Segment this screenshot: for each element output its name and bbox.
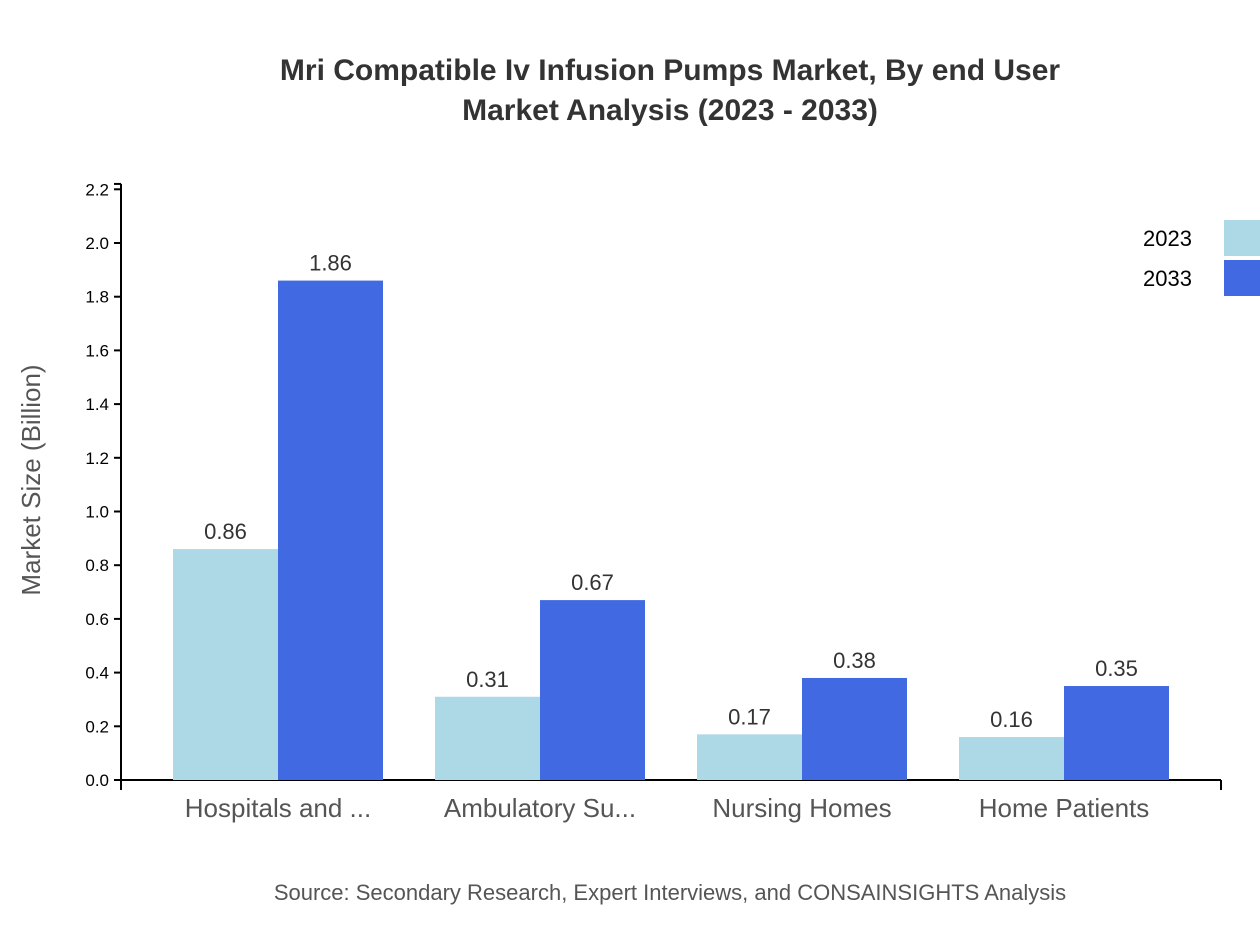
legend-label: 2033 xyxy=(1143,266,1192,291)
legend-swatch-2033 xyxy=(1224,260,1260,296)
y-axis-label: Market Size (Billion) xyxy=(16,364,46,595)
legend-swatch-2023 xyxy=(1224,220,1260,256)
data-label: 0.38 xyxy=(833,648,876,673)
bar-2033 xyxy=(802,677,907,780)
bar-2033 xyxy=(540,600,645,780)
y-tick-label: 2.0 xyxy=(85,234,109,253)
x-tick-label: Ambulatory Su... xyxy=(444,793,636,823)
chart-title-line-2: Market Analysis (2023 - 2033) xyxy=(462,94,878,127)
bar-2033 xyxy=(1064,686,1169,780)
x-tick-label: Home Patients xyxy=(979,793,1150,823)
y-tick-label: 1.6 xyxy=(85,341,109,360)
y-tick-label: 0.6 xyxy=(85,610,109,629)
y-tick-label: 2.2 xyxy=(85,180,109,199)
data-label: 0.16 xyxy=(990,707,1033,732)
bar-2023 xyxy=(435,696,540,780)
chart-title-line-1: Mri Compatible Iv Infusion Pumps Market,… xyxy=(280,54,1060,87)
data-label: 0.31 xyxy=(466,667,509,692)
data-label: 0.67 xyxy=(571,570,614,595)
bar-2023 xyxy=(959,737,1064,780)
y-tick-label: 1.8 xyxy=(85,288,109,307)
bar-2033 xyxy=(278,280,383,780)
y-tick-label: 1.4 xyxy=(85,395,109,414)
y-tick-label: 0.0 xyxy=(85,771,109,790)
source-note: Source: Secondary Research, Expert Inter… xyxy=(274,880,1066,905)
bar-2023 xyxy=(697,734,802,780)
data-label: 0.35 xyxy=(1095,656,1138,681)
data-label: 0.17 xyxy=(728,704,771,729)
legend-label: 2023 xyxy=(1143,226,1192,251)
y-tick-label: 1.0 xyxy=(85,503,109,522)
y-tick-label: 1.2 xyxy=(85,449,109,468)
y-tick-label: 0.4 xyxy=(85,664,109,683)
x-tick-label: Nursing Homes xyxy=(712,793,891,823)
bar-2023 xyxy=(173,549,278,780)
x-tick-label: Hospitals and ... xyxy=(185,793,371,823)
data-label: 1.86 xyxy=(309,251,352,276)
y-tick-label: 0.8 xyxy=(85,556,109,575)
data-label: 0.86 xyxy=(204,519,247,544)
y-tick-label: 0.2 xyxy=(85,717,109,736)
